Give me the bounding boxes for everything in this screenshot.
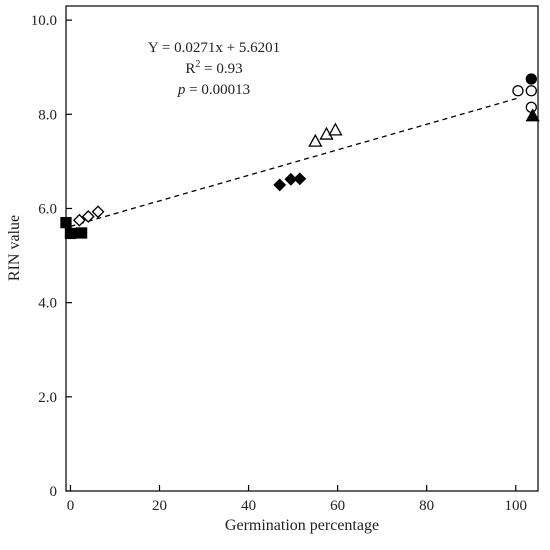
- data-point-circle: [525, 85, 537, 97]
- x-tick-label: 60: [330, 498, 345, 514]
- trend-line: [70, 96, 521, 227]
- x-axis-title: Germination percentage: [225, 517, 379, 534]
- data-point-diamond: [293, 172, 307, 186]
- data-point-diamond: [91, 205, 105, 219]
- data-point-circle: [525, 73, 537, 85]
- y-tick-label: 10.0: [31, 13, 57, 29]
- data-point-triangle: [525, 108, 540, 122]
- data-point-circle: [525, 101, 537, 113]
- data-point-diamond: [81, 210, 95, 223]
- x-axis-ticks: 0 20 40 60 80 100: [67, 485, 527, 514]
- y-tick-label: 0: [50, 484, 58, 500]
- regression-equation: Y = 0.0271x + 5.6201: [148, 40, 280, 56]
- data-point-triangle: [328, 122, 343, 136]
- data-point-diamond: [284, 172, 298, 186]
- y-tick-label: 4.0: [38, 296, 57, 312]
- data-point-square: [64, 227, 77, 240]
- data-point-square: [75, 227, 88, 239]
- plot-frame: [65, 5, 539, 492]
- y-tick-label: 6.0: [38, 201, 57, 217]
- y-axis-title: RIN value: [6, 215, 23, 281]
- y-tick-label: 2.0: [38, 390, 57, 406]
- data-point-circle: [512, 85, 524, 97]
- p-value-label: p = 0.00013: [177, 82, 250, 98]
- r-squared-label: R2 = 0.93: [185, 59, 242, 77]
- x-tick-label: 100: [504, 498, 527, 514]
- data-point-diamond: [273, 178, 287, 192]
- x-tick-label: 40: [241, 498, 256, 514]
- x-tick-label: 20: [152, 498, 167, 514]
- data-points: [60, 73, 540, 240]
- data-point-square: [60, 216, 72, 229]
- x-tick-label: 80: [419, 498, 434, 514]
- data-point-diamond: [72, 213, 86, 227]
- y-tick-label: 8.0: [38, 107, 57, 123]
- y-axis-ticks: 0 2.0 4.0 6.0 8.0 10.0: [31, 13, 72, 500]
- x-tick-label: 0: [67, 498, 75, 514]
- data-point-triangle: [308, 133, 323, 147]
